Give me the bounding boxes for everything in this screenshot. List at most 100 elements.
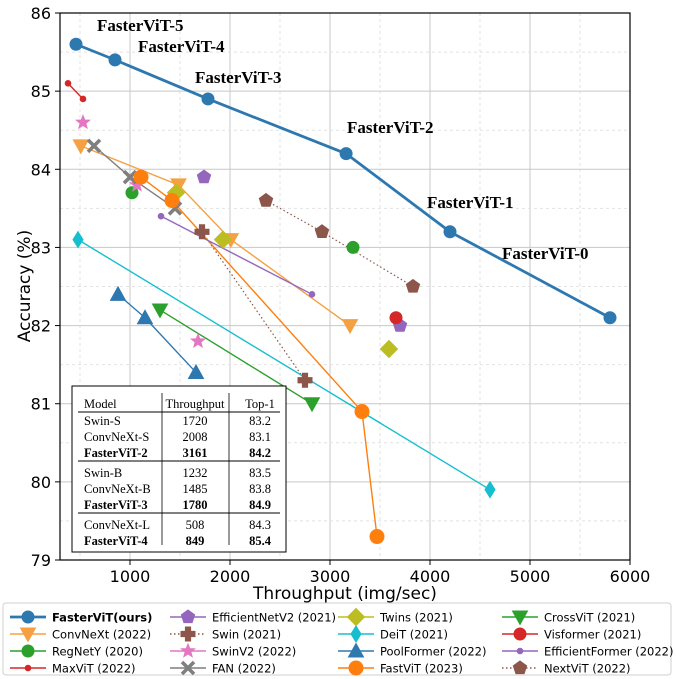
- y-tick-label: 80: [31, 473, 51, 492]
- point-fastvit: [354, 404, 370, 420]
- point-regnety: [346, 240, 360, 254]
- plot-frame: [59, 12, 631, 561]
- legend-marker-nextvit: [512, 660, 528, 675]
- legend-label-deit: DeiT (2021): [380, 628, 448, 642]
- legend-label-crossvit: CrossViT (2021): [544, 611, 635, 625]
- legend-label-efficientformer: EfficientFormer (2022): [544, 645, 673, 659]
- x-tick-label: 6000: [610, 567, 651, 586]
- point-swin: [194, 224, 210, 240]
- point-fastvit: [133, 169, 149, 185]
- legend-marker-maxvit: [24, 664, 32, 672]
- legend: FasterViT(ours) ConvNeXt (2022) RegNetY (2…: [2, 602, 673, 676]
- point-visformer: [389, 311, 403, 325]
- fasterivit-labels: FasterViT-5 FasterViT-4 FasterViT-3 FasterV…: [97, 16, 589, 263]
- x-tick-label: 5000: [510, 567, 551, 586]
- legend-label-fastervit: FasterViT(ours): [52, 611, 152, 625]
- point-fastvit: [369, 529, 385, 545]
- legend-label-nextvit: NextViT (2022): [544, 662, 631, 676]
- y-tick-label: 85: [31, 82, 51, 101]
- point-fan: [86, 138, 102, 154]
- label-fastervit-2: FasterViT-2: [347, 118, 434, 137]
- point-poolformer: [187, 363, 205, 379]
- legend-box: [2, 602, 672, 676]
- legend-label-fan: FAN (2022): [212, 662, 276, 676]
- y-tick-label: 79: [31, 551, 51, 570]
- point-maxvit: [79, 95, 87, 103]
- legend-label-convnext: ConvNeXt (2022): [52, 628, 151, 642]
- legend-label-visformer: Visformer (2021): [544, 628, 641, 642]
- legend-marker-efficientformer: [516, 647, 524, 655]
- line-deit: [77, 239, 491, 491]
- point-twins: [379, 339, 399, 359]
- legend-marker-fastvit: [348, 660, 364, 676]
- table-header-cell: Throughput: [165, 397, 225, 411]
- legend-marker-swinv2: [180, 642, 196, 658]
- legend-label-poolformer: PoolFormer (2022): [380, 645, 486, 659]
- axis-ticks: 1000 2000 3000 4000 5000 6000 79 80 81 82 83 84 85 86: [31, 4, 651, 586]
- table-cell: 3161: [183, 446, 208, 460]
- point-convnext: [341, 319, 359, 335]
- legend-label-fastvit: FastViT (2023): [380, 662, 463, 676]
- point-fan: [122, 169, 138, 185]
- table-box: [71, 385, 287, 553]
- line-efficientformer: [160, 215, 313, 295]
- y-tick-label: 83: [31, 238, 51, 257]
- point-crossvit: [151, 303, 169, 319]
- series-lines: [67, 42, 611, 537]
- line-nextvit: [265, 200, 414, 288]
- legend-label-twins: Twins (2021): [379, 611, 453, 625]
- legend-marker-fan: [180, 660, 196, 676]
- comparison-table: Model Throughput Top-1 Swin-S 1720 83.2 ConvNe…: [71, 385, 287, 553]
- table-cell: 1485: [183, 482, 208, 496]
- table-cell: Swin-S: [84, 414, 121, 428]
- point-fastervit: [69, 37, 83, 51]
- line-swin: [201, 231, 306, 381]
- line-crossvit: [159, 309, 313, 405]
- point-swinv2: [190, 332, 206, 348]
- y-tick-label: 81: [31, 395, 51, 414]
- point-fastervit: [443, 225, 457, 239]
- label-fastervit-0: FasterViT-0: [502, 244, 589, 263]
- legend-label-regnety: RegNetY (2020): [52, 645, 143, 659]
- legend-marker-deit: [350, 625, 362, 643]
- legend-marker-poolformer: [347, 642, 365, 658]
- table-cell: FasterViT-3: [84, 498, 148, 512]
- data-points: [64, 37, 617, 545]
- grid: [60, 13, 630, 560]
- table-cell: 83.5: [249, 466, 271, 480]
- table-cell: 84.9: [249, 498, 271, 512]
- legend-marker-fastervit: [21, 610, 35, 624]
- table-cell: Swin-B: [84, 466, 122, 480]
- label-fastervit-4: FasterViT-4: [138, 37, 225, 56]
- table-cell: FasterViT-2: [84, 446, 148, 460]
- table-cell: 1232: [183, 466, 208, 480]
- table-cell: ConvNeXt-S: [84, 430, 149, 444]
- point-swin: [297, 372, 313, 388]
- point-poolformer: [136, 309, 154, 325]
- table-cell: FasterViT-4: [84, 534, 148, 548]
- x-tick-label: 1000: [110, 567, 151, 586]
- table-cell: 508: [186, 518, 205, 532]
- point-efficientformer: [308, 291, 316, 298]
- table-cell: 85.4: [249, 534, 272, 548]
- y-tick-label: 82: [31, 317, 51, 336]
- point-fastervit: [108, 53, 122, 67]
- table-cell: ConvNeXt-B: [84, 482, 151, 496]
- label-fastervit-1: FasterViT-1: [427, 193, 514, 212]
- point-fastvit: [164, 193, 180, 209]
- table-header-cell: Top-1: [245, 397, 275, 411]
- label-fastervit-5: FasterViT-5: [97, 16, 184, 35]
- line-fastervit: [75, 42, 611, 319]
- table-cell: 83.1: [249, 430, 271, 444]
- point-crossvit: [303, 397, 321, 413]
- x-tick-label: 4000: [410, 567, 451, 586]
- table-cell: ConvNeXt-L: [84, 518, 150, 532]
- table-cell: 2008: [183, 430, 208, 444]
- point-twins: [213, 230, 233, 249]
- y-tick-label: 86: [31, 4, 51, 23]
- line-fastvit: [140, 176, 378, 537]
- table-cell: 83.8: [249, 482, 271, 496]
- legend-marker-visformer: [513, 627, 527, 641]
- table-cell: 84.2: [249, 446, 271, 460]
